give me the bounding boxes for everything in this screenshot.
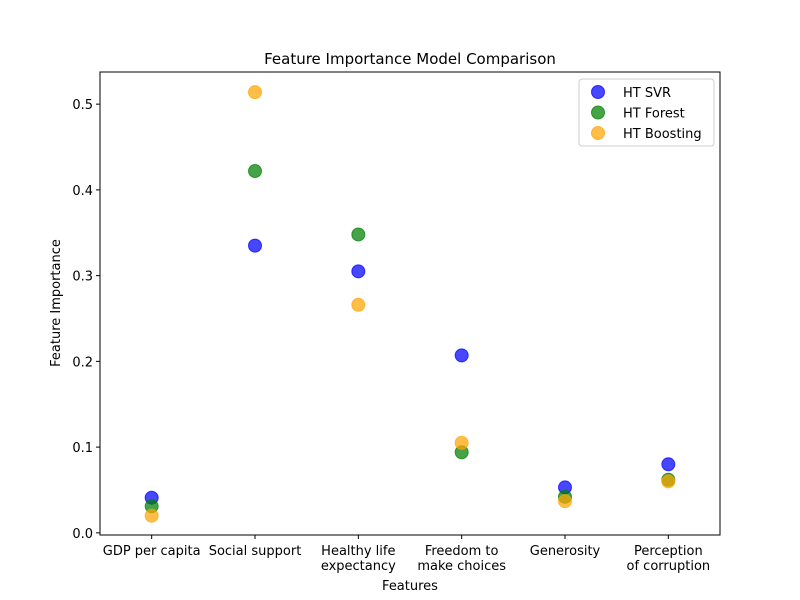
x-axis-ticks: GDP per capita Social support Healthy life… — [103, 535, 710, 574]
x-tick-label: GDP per capita — [103, 544, 201, 559]
y-axis-label: Feature Importance — [49, 239, 64, 367]
x-tick-label: Social support — [209, 544, 302, 559]
point-series-0-2 — [351, 264, 366, 279]
x-tick-label: Perception — [634, 544, 703, 559]
point-series-1-1 — [248, 164, 262, 179]
data-points — [144, 85, 676, 523]
point-series-0-3 — [454, 348, 469, 363]
point-series-1-2 — [351, 227, 366, 242]
y-axis-ticks: 0.0 0.1 0.2 0.3 0.4 0.5 — [72, 98, 100, 542]
plot-area-frame — [99, 71, 721, 536]
legend: HT SVR HT Forest HT Boosting — [578, 78, 715, 147]
y-tick-label: 0.1 — [72, 441, 93, 456]
point-series-2-2 — [351, 297, 366, 312]
point-series-2-0 — [144, 508, 159, 523]
point-series-2-1 — [248, 85, 262, 100]
legend-label: HT Boosting — [623, 127, 702, 142]
x-tick-label: of corruption — [627, 559, 711, 574]
x-tick-label: Freedom to — [425, 544, 499, 559]
legend-marker — [591, 105, 605, 120]
y-tick-label: 0.3 — [72, 270, 93, 285]
chart-title: Feature Importance Model Comparison — [264, 50, 556, 68]
y-tick-label: 0.4 — [72, 184, 93, 199]
x-tick-label: expectancy — [321, 559, 396, 574]
legend-marker — [591, 85, 605, 99]
legend-label: HT Forest — [623, 107, 685, 122]
legend-box — [578, 78, 715, 147]
x-tick-label: Generosity — [530, 544, 601, 559]
legend-label: HT SVR — [623, 86, 671, 101]
x-tick-label: make choices — [417, 559, 506, 574]
point-series-2-3 — [454, 435, 469, 450]
point-series-0-1 — [248, 238, 262, 253]
point-series-2-4 — [558, 494, 572, 509]
x-axis-label: Features — [382, 579, 438, 594]
x-tick-label: Healthy life — [321, 544, 395, 559]
y-tick-label: 0.2 — [72, 355, 93, 370]
legend-marker — [591, 126, 605, 140]
point-series-2-5 — [661, 474, 676, 489]
point-series-0-5 — [661, 457, 676, 472]
y-tick-label: 0.0 — [72, 527, 93, 542]
y-tick-label: 0.5 — [72, 98, 93, 113]
